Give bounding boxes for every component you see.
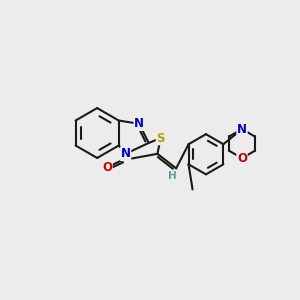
- Text: N: N: [237, 123, 247, 136]
- Text: O: O: [102, 161, 112, 174]
- Text: O: O: [237, 152, 247, 165]
- Text: N: N: [121, 147, 130, 160]
- Text: N: N: [134, 117, 144, 130]
- Text: S: S: [156, 132, 165, 145]
- Text: H: H: [168, 171, 177, 182]
